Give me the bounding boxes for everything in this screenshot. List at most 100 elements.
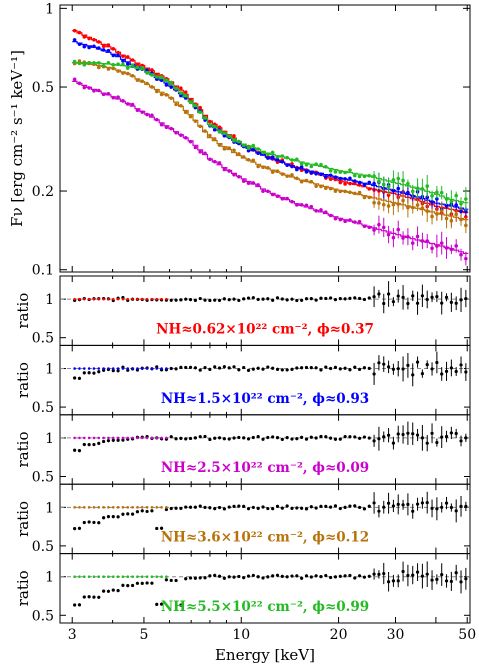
- ratio-point: [87, 595, 91, 599]
- data-point: [203, 151, 207, 156]
- ratio-point: [382, 571, 386, 576]
- series-0: [72, 28, 469, 228]
- ratio-point: [415, 433, 420, 437]
- data-point: [357, 180, 362, 185]
- ratio-model-marker: [87, 367, 91, 370]
- data-point: [328, 213, 333, 218]
- ratio-y-tick-label: 0.5: [32, 539, 54, 555]
- ratio-point: [425, 441, 429, 445]
- ratio-point: [343, 505, 347, 509]
- data-point: [309, 204, 314, 209]
- ratio-model-marker: [102, 436, 105, 440]
- data-point: [111, 53, 116, 58]
- ratio-point: [227, 505, 231, 509]
- data-point: [406, 181, 410, 186]
- ratio-point: [430, 431, 434, 435]
- ratio-point: [338, 297, 342, 301]
- ratio-point: [396, 294, 400, 298]
- ratio-model-marker: [116, 575, 120, 579]
- ratio-point: [333, 575, 338, 579]
- ratio-point: [184, 577, 188, 581]
- ratio-point: [319, 504, 323, 508]
- series-4: [72, 59, 469, 214]
- ratio-point: [348, 504, 352, 508]
- data-point: [237, 152, 241, 156]
- ratio-point: [169, 506, 173, 511]
- ratio-point: [232, 575, 236, 579]
- x-tick-label: 50: [458, 627, 476, 643]
- data-point: [386, 232, 391, 237]
- ratio-point: [208, 298, 212, 303]
- ratio-point: [382, 505, 386, 509]
- ratio-model-marker: [82, 436, 86, 440]
- ratio-model-marker: [102, 367, 105, 370]
- data-point: [319, 162, 323, 167]
- ratio-point: [290, 506, 294, 511]
- data-point: [198, 124, 203, 129]
- data-point: [96, 65, 101, 70]
- ratio-point: [362, 435, 367, 439]
- ratio-point: [329, 505, 333, 509]
- ratio-point: [406, 502, 410, 506]
- data-point: [174, 131, 178, 135]
- ratio-point: [174, 578, 178, 583]
- data-point: [435, 244, 439, 248]
- data-point: [121, 59, 125, 63]
- ratio-model-marker: [82, 506, 86, 509]
- ratio-model-marker: [140, 436, 144, 440]
- ratio-model-marker: [121, 367, 125, 370]
- data-point: [295, 167, 299, 172]
- data-point: [338, 170, 343, 174]
- data-point: [256, 183, 260, 187]
- ratio-point: [285, 298, 289, 302]
- ratio-point: [246, 507, 251, 511]
- data-point: [348, 181, 352, 186]
- ratio-point: [314, 366, 318, 370]
- ratio-point: [145, 581, 149, 585]
- ratio-point: [367, 504, 371, 508]
- ratio-point: [319, 296, 323, 300]
- ratio-model-marker: [78, 436, 81, 440]
- data-point: [410, 189, 415, 194]
- ratio-point: [425, 362, 429, 367]
- ratio-model-marker: [102, 506, 105, 509]
- ratio-model-marker: [165, 575, 168, 579]
- ratio-point: [353, 435, 357, 439]
- ratio-point: [77, 376, 82, 380]
- ratio-point: [256, 366, 260, 370]
- data-point: [338, 176, 343, 181]
- data-point: [125, 55, 130, 59]
- ratio-point: [454, 509, 458, 513]
- data-point: [381, 182, 386, 187]
- ratio-point: [135, 581, 140, 585]
- ratio-point: [415, 570, 420, 574]
- data-point: [106, 48, 111, 53]
- ratio-point: [97, 370, 101, 374]
- data-point: [145, 112, 149, 117]
- ratio-point: [208, 437, 212, 442]
- data-point: [266, 189, 270, 194]
- ratio-model-marker: [116, 506, 120, 509]
- ratio-point: [275, 573, 280, 577]
- ratio-point: [309, 435, 313, 439]
- ratio-point: [367, 436, 371, 440]
- ratio-model-marker: [121, 506, 125, 509]
- ratio-point: [396, 432, 400, 436]
- ratio-point: [372, 372, 376, 376]
- ratio-point: [73, 527, 77, 531]
- ratio-point: [411, 509, 415, 513]
- ratio-point: [203, 505, 207, 510]
- ratio-point: [271, 298, 275, 302]
- ratio-point: [164, 578, 169, 582]
- ratio-model-marker: [121, 297, 125, 301]
- ratio-point: [449, 431, 453, 435]
- ratio-point: [300, 366, 304, 370]
- data-point: [154, 117, 159, 122]
- ratio-point: [227, 575, 231, 579]
- ratio-point: [237, 368, 241, 372]
- data-point: [241, 155, 246, 159]
- ratio-point: [193, 298, 197, 302]
- ratio-y-axis-title: ratio: [14, 501, 32, 537]
- ratio-point: [329, 296, 333, 300]
